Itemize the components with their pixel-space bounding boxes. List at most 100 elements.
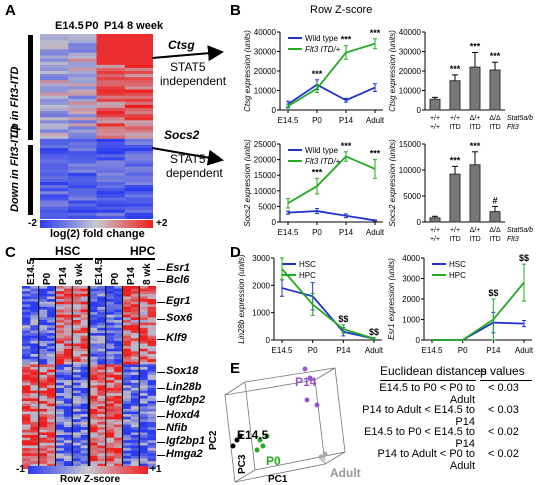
heatmap-a-cell bbox=[124, 194, 153, 198]
heatmap-c-cell bbox=[122, 429, 132, 433]
heatmap-c-cell bbox=[139, 448, 149, 452]
heatmap-c-cell bbox=[47, 330, 56, 334]
heatmap-c-cell bbox=[97, 330, 107, 334]
heatmap-a-cell bbox=[96, 61, 126, 66]
heatmap-c-cell bbox=[55, 432, 65, 436]
heatmap-c-cell bbox=[55, 306, 65, 311]
heatmap-a-cell bbox=[68, 151, 97, 155]
heatmap-a-cell bbox=[40, 197, 69, 201]
heatmap-c-cell bbox=[97, 448, 107, 452]
heatmap-a-cell bbox=[96, 83, 126, 87]
heatmap-c-cell bbox=[30, 314, 40, 318]
heatmap-a-cell bbox=[124, 71, 153, 75]
heatmap-c-cell bbox=[55, 442, 65, 446]
heatmap-c-cell bbox=[97, 395, 107, 399]
heatmap-c-cell bbox=[130, 317, 140, 321]
heatmap-c-cell bbox=[22, 299, 31, 303]
y-tick-label: 20000 bbox=[254, 156, 277, 165]
heatmap-c-cell bbox=[89, 293, 98, 297]
heatmap-a-cell bbox=[40, 194, 69, 198]
heatmap-a-cell bbox=[124, 34, 153, 38]
heatmap-c-col-label: 8 wk bbox=[74, 263, 85, 285]
heatmap-c-cell bbox=[38, 356, 48, 360]
heatmap-c-cell bbox=[55, 385, 65, 389]
heatmap-a-cell bbox=[96, 194, 126, 198]
heatmap-c-cell bbox=[130, 453, 140, 457]
colorbar-c bbox=[28, 466, 148, 474]
heatmap-c-cell bbox=[147, 322, 156, 326]
heatmap-c-cell bbox=[147, 442, 156, 446]
heatmap-c-cell bbox=[30, 387, 40, 392]
heatmap-a-cell bbox=[96, 141, 126, 146]
heatmap-a-cell bbox=[96, 64, 126, 69]
heatmap-c-cell bbox=[139, 393, 149, 397]
heatmap-c-cell bbox=[147, 369, 156, 373]
heatmap-c-cell bbox=[55, 455, 65, 460]
heatmap-c-cell bbox=[114, 325, 123, 329]
heatmap-c-cell bbox=[105, 330, 115, 334]
heatmap-c-cell bbox=[55, 421, 65, 426]
heatmap-c-cell bbox=[30, 440, 40, 444]
heatmap-c-cell bbox=[63, 351, 73, 355]
heatmap-c-cell bbox=[105, 317, 115, 321]
heatmap-c-cell bbox=[47, 351, 56, 355]
heatmap-c-cell bbox=[130, 390, 140, 394]
heatmap-c-cell bbox=[130, 463, 140, 467]
heatmap-c-col-label: P14 bbox=[58, 267, 69, 285]
heatmap-c-cell bbox=[122, 437, 132, 441]
heatmap-c-cell bbox=[80, 353, 90, 358]
pca-points-p0 bbox=[254, 433, 270, 453]
heatmap-c-cell bbox=[63, 335, 73, 339]
heatmap-c-cell bbox=[47, 306, 56, 311]
heatmap-c-cell bbox=[147, 432, 156, 436]
heatmap-c-cell bbox=[147, 353, 156, 358]
heatmap-c-cell bbox=[122, 421, 132, 426]
heatmap-a-cell bbox=[68, 215, 97, 219]
heatmap-c-cell bbox=[38, 301, 48, 305]
heatmap-c-cell bbox=[30, 374, 40, 378]
heatmap-c-cell bbox=[89, 390, 98, 394]
heatmap-c-cell bbox=[38, 322, 48, 326]
scale-label-a: log(2) fold change bbox=[50, 228, 145, 240]
heatmap-c-cell bbox=[63, 346, 73, 350]
heatmap-c-cell bbox=[147, 325, 156, 329]
heatmap-a-cell bbox=[40, 138, 69, 143]
heatmap-a-cell bbox=[96, 77, 126, 81]
heatmap-a-cell bbox=[40, 166, 69, 171]
heatmap-c-cell bbox=[122, 377, 132, 381]
heatmap-a-cell bbox=[124, 166, 153, 171]
heatmap-c-cell bbox=[97, 327, 107, 331]
heatmap-c-cell bbox=[47, 398, 56, 402]
heatmap-c-cell bbox=[38, 382, 48, 386]
heatmap-c-cell bbox=[47, 385, 56, 389]
heatmap-c-cell bbox=[72, 327, 82, 331]
heatmap-c-cell bbox=[47, 343, 56, 347]
significance-marker: *** bbox=[312, 69, 323, 79]
heatmap-c-cell bbox=[80, 455, 90, 460]
heatmap-c-cell bbox=[114, 333, 123, 337]
heatmap-c-cell bbox=[72, 390, 82, 394]
heatmap-c-cell bbox=[130, 361, 140, 365]
y-tick-label: 5000 bbox=[403, 192, 421, 201]
heatmap-c-cell bbox=[147, 440, 156, 444]
y-axis-label: Socs2 expression (units) bbox=[243, 139, 252, 227]
heatmap-c-cell bbox=[72, 312, 82, 316]
heatmap-c-cell bbox=[114, 427, 123, 431]
heatmap-c-cell bbox=[55, 319, 65, 324]
heatmap-c-cell bbox=[72, 338, 82, 342]
heatmap-c-cell bbox=[38, 427, 48, 431]
heatmap-c-cell bbox=[72, 377, 82, 381]
heatmap-c-cell bbox=[30, 317, 40, 321]
heatmap-a-cell bbox=[40, 80, 69, 84]
heatmap-c-cell bbox=[139, 319, 149, 324]
heatmap-c-cell bbox=[22, 461, 31, 465]
heatmap-a-cell bbox=[124, 178, 153, 183]
heatmap-c-cell bbox=[72, 401, 82, 405]
heatmap-a-cell bbox=[68, 114, 97, 118]
heatmap-c-cell bbox=[80, 286, 90, 290]
heatmap-a-cell bbox=[96, 111, 126, 115]
heatmap-c-cell bbox=[130, 455, 140, 460]
heatmap-c bbox=[22, 286, 156, 469]
significance-marker: *** bbox=[370, 149, 381, 159]
heatmap-c-cell bbox=[89, 340, 98, 345]
